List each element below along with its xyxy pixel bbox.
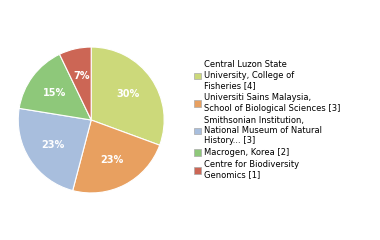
Wedge shape xyxy=(18,108,91,191)
Text: 7%: 7% xyxy=(73,71,89,81)
Text: 30%: 30% xyxy=(117,89,140,99)
Text: 15%: 15% xyxy=(43,88,66,98)
Text: 23%: 23% xyxy=(100,155,124,165)
Wedge shape xyxy=(60,47,91,120)
Wedge shape xyxy=(91,47,164,145)
Wedge shape xyxy=(73,120,160,193)
Legend: Central Luzon State
University, College of
Fisheries [4], Universiti Sains Malay: Central Luzon State University, College … xyxy=(194,60,340,180)
Text: 23%: 23% xyxy=(42,140,65,150)
Wedge shape xyxy=(19,54,91,120)
